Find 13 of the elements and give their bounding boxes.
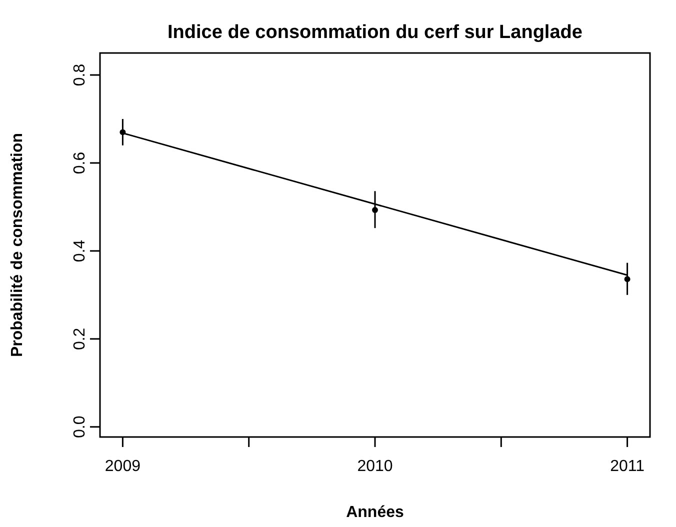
y-axis-title: Probabilité de consommation [9,132,26,358]
x-tick-label: 2011 [610,458,645,475]
y-tick-label: 0.8 [72,64,88,86]
y-tick-label: 0.2 [72,328,88,350]
y-tick-label: 0.0 [72,416,88,438]
point [624,276,630,282]
y-tick-label: 0.6 [72,152,88,174]
x-tick-label: 2009 [104,458,141,475]
point [372,207,378,214]
chart-title: Indice de consommation du cerf sur Langlade [168,22,582,43]
x-tick-label: 2010 [357,458,393,475]
y-tick-label: 0.4 [72,240,88,262]
x-axis-title: Années [346,504,404,521]
